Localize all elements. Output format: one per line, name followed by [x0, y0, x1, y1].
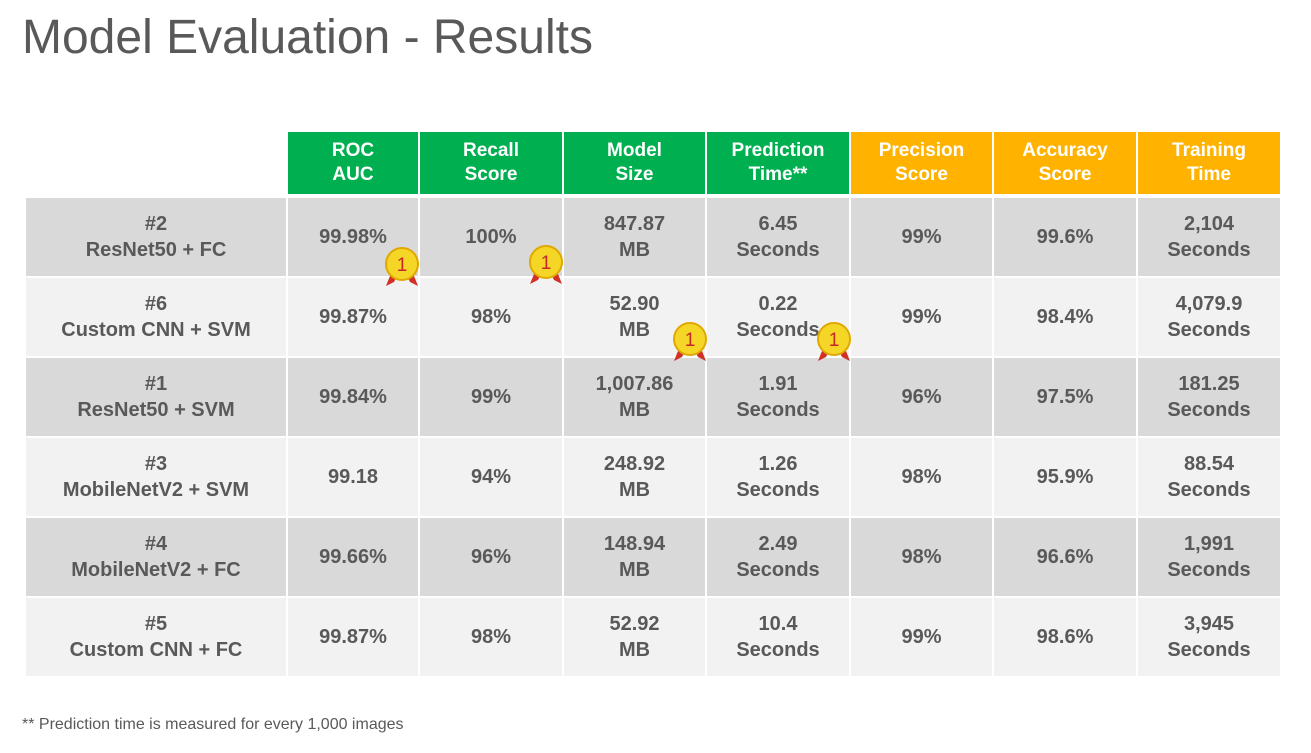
first-place-medal-icon: 1	[672, 321, 708, 365]
page-title: Model Evaluation - Results	[22, 11, 593, 64]
training-time-cell: 3,945 Seconds	[1167, 613, 1251, 661]
training-time-cell: 1,991 Seconds	[1167, 533, 1251, 581]
recall-score-cell: 98%	[470, 626, 512, 648]
model-size-cell: 52.92 MB	[609, 613, 660, 661]
model-name: ResNet50 + SVM	[77, 399, 235, 421]
precision-score-cell: 98%	[901, 546, 942, 568]
roc-auc-cell: 99.18	[327, 466, 379, 488]
prediction-time-cell: 0.22 Seconds	[736, 293, 820, 341]
first-place-medal-icon: 1	[528, 244, 564, 288]
header-prediction-time: Prediction Time**	[707, 132, 849, 194]
model-rank: #5	[144, 613, 168, 635]
header-training-time: Training Time	[1138, 132, 1280, 194]
table-row: #1 ResNet50 + SVM 99.84% 99% 1,007.86 MB…	[26, 358, 1280, 436]
model-label-cell: #1 ResNet50 + SVM	[26, 358, 286, 436]
training-time-cell: 4,079.9 Seconds	[1167, 293, 1251, 341]
recall-score-cell: 96%	[470, 546, 512, 568]
prediction-time-cell: 2.49 Seconds	[736, 533, 820, 581]
accuracy-score-cell: 97.5%	[1036, 386, 1094, 408]
medal-number: 1	[685, 330, 696, 351]
medal-number: 1	[829, 330, 840, 351]
recall-score-cell: 94%	[470, 466, 512, 488]
roc-auc-cell: 99.87%	[319, 626, 387, 648]
accuracy-score-cell: 98.6%	[1036, 626, 1094, 648]
model-label-cell: #4 MobileNetV2 + FC	[26, 518, 286, 596]
roc-auc-cell: 99.66%	[319, 546, 387, 568]
precision-score-cell: 99%	[901, 626, 942, 648]
accuracy-score-cell: 96.6%	[1036, 546, 1094, 568]
precision-score-cell: 98%	[901, 466, 942, 488]
model-name: MobileNetV2 + SVM	[62, 479, 250, 501]
precision-score-cell: 96%	[901, 386, 942, 408]
table-row: #4 MobileNetV2 + FC 99.66% 96% 148.94 MB…	[26, 518, 1280, 596]
header-roc-auc: ROC AUC	[288, 132, 418, 194]
training-time-cell: 181.25 Seconds	[1167, 373, 1251, 421]
header-recall-score: Recall Score	[420, 132, 562, 194]
model-label-cell: #2 ResNet50 + FC	[26, 198, 286, 276]
model-size-cell: 148.94 MB	[603, 533, 666, 581]
table-row: #2 ResNet50 + FC 99.98% 100% 847.87 MB 6…	[26, 198, 1280, 276]
model-name: ResNet50 + FC	[85, 239, 227, 261]
roc-auc-cell: 99.84%	[319, 386, 387, 408]
precision-score-cell: 99%	[901, 306, 942, 328]
recall-score-cell: 98%	[470, 306, 512, 328]
model-rank: #1	[144, 373, 168, 395]
model-rank: #3	[144, 453, 168, 475]
accuracy-score-cell: 98.4%	[1036, 306, 1094, 328]
model-rank: #2	[144, 213, 168, 235]
recall-score-cell: 100%	[465, 226, 517, 248]
model-rank: #6	[144, 293, 168, 315]
model-label-cell: #3 MobileNetV2 + SVM	[26, 438, 286, 516]
roc-auc-cell: 99.87%	[319, 306, 387, 328]
prediction-time-cell: 10.4 Seconds	[736, 613, 820, 661]
model-name: MobileNetV2 + FC	[71, 559, 241, 581]
training-time-cell: 2,104 Seconds	[1167, 213, 1251, 261]
model-rank: #4	[144, 533, 168, 555]
table-row: #6 Custom CNN + SVM 99.87% 98% 52.90 MB …	[26, 278, 1280, 356]
model-size-cell: 1,007.86 MB	[595, 373, 674, 421]
table-row: #5 Custom CNN + FC 99.87% 98% 52.92 MB 1…	[26, 598, 1280, 676]
precision-score-cell: 99%	[901, 226, 942, 248]
model-size-cell: 248.92 MB	[603, 453, 666, 501]
first-place-medal-icon: 1	[384, 246, 420, 290]
training-time-cell: 88.54 Seconds	[1167, 453, 1251, 501]
prediction-time-cell: 1.26 Seconds	[736, 453, 820, 501]
model-name: Custom CNN + SVM	[61, 319, 251, 341]
medal-number: 1	[397, 255, 408, 276]
roc-auc-cell: 99.98%	[319, 226, 387, 248]
table-row: #3 MobileNetV2 + SVM 99.18 94% 248.92 MB…	[26, 438, 1280, 516]
header-accuracy-score: Accuracy Score	[994, 132, 1136, 194]
model-label-cell: #5 Custom CNN + FC	[26, 598, 286, 676]
header-model-size: Model Size	[564, 132, 705, 194]
header-precision-score: Precision Score	[851, 132, 992, 194]
accuracy-score-cell: 95.9%	[1036, 466, 1094, 488]
recall-score-cell: 99%	[470, 386, 512, 408]
first-place-medal-icon: 1	[816, 321, 852, 365]
model-label-cell: #6 Custom CNN + SVM	[26, 278, 286, 356]
model-size-cell: 847.87 MB	[603, 213, 666, 261]
model-size-cell: 52.90 MB	[609, 293, 660, 341]
prediction-time-cell: 1.91 Seconds	[736, 373, 820, 421]
model-name: Custom CNN + FC	[69, 639, 243, 661]
accuracy-score-cell: 99.6%	[1036, 226, 1094, 248]
footnote: ** Prediction time is measured for every…	[22, 716, 404, 733]
prediction-time-cell: 6.45 Seconds	[736, 213, 820, 261]
medal-number: 1	[541, 253, 552, 274]
